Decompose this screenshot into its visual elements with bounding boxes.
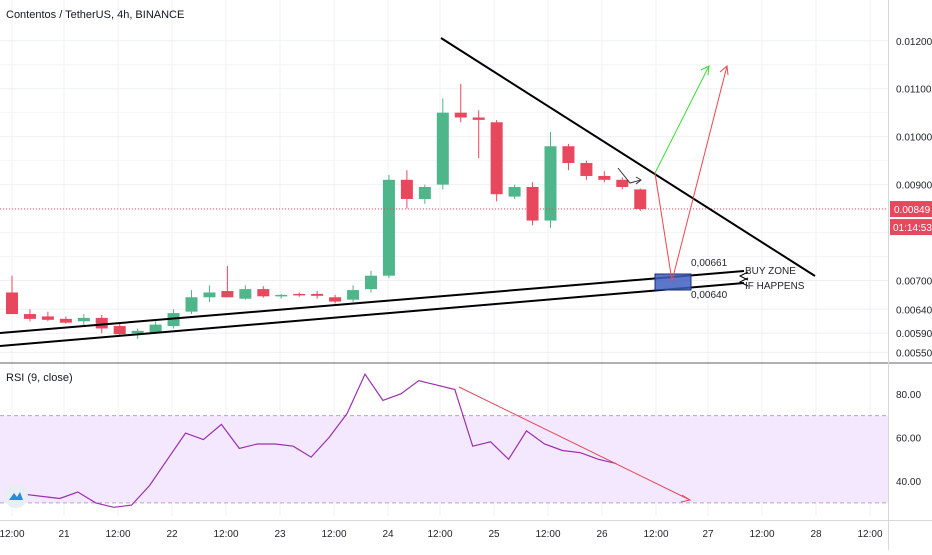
candle-body (113, 326, 126, 335)
rsi-tick-label: 80.00 (896, 390, 921, 401)
price-tick-label: 0.00700 (896, 276, 932, 287)
time-tick-label: 25 (488, 529, 500, 540)
price-tick-label: 0.01200 (896, 37, 932, 48)
candle-body (131, 330, 144, 334)
buy-zone-rect (654, 273, 692, 291)
rsi-line (5, 372, 617, 508)
time-tick-label: 12:00 (321, 529, 346, 540)
candle-body (472, 117, 485, 120)
candle-body (508, 187, 521, 197)
time-tick-label: 12:00 (749, 529, 774, 540)
candle-body (580, 163, 593, 176)
candle-body (239, 289, 252, 299)
candle-body (149, 324, 162, 333)
candle-body (490, 122, 503, 195)
candle-body (562, 146, 575, 164)
candle-body (598, 175, 611, 180)
candle-body (41, 316, 54, 320)
drawing-layer: 0,00661 0,00640 BUY ZONE IF HAPPENS (0, 37, 888, 347)
time-tick-label: 12:00 (427, 529, 452, 540)
candle-body (23, 314, 36, 319)
time-tick-label: 12:00 (0, 529, 25, 540)
projection-arrow-red (654, 65, 728, 282)
axis-layer: 0.01200 0.01100 0.01000 0.00900 0.00700 0.006… (0, 37, 932, 540)
arrow-head-red (719, 65, 729, 76)
resistance-line (440, 37, 816, 277)
price-tick-label: 0.00640 (896, 305, 932, 316)
rsi-arrow-head (680, 494, 692, 503)
time-tick-label: 12:00 (857, 529, 882, 540)
countdown-tag (890, 219, 932, 236)
tradingview-logo-icon[interactable] (4, 484, 28, 508)
rsi-band (0, 415, 888, 503)
countdown-label: 01:14:53 (893, 223, 932, 234)
candle-body (59, 318, 72, 323)
candle-body (275, 294, 288, 297)
candle-body (329, 297, 342, 302)
candle-body (167, 313, 180, 327)
candle-body (185, 297, 198, 312)
current-price-tag (890, 201, 932, 218)
projection-arrow-green (654, 65, 710, 174)
rsi-trend-arrow (458, 386, 691, 501)
candle-body (257, 289, 270, 297)
rsi-tick-label: 40.00 (896, 477, 921, 488)
price-tick-label: 0.00900 (896, 181, 932, 192)
small-black-arrow (617, 167, 642, 184)
candle-body (436, 112, 449, 185)
candle-body (382, 179, 395, 276)
candle-body (544, 146, 557, 221)
price-tick-label: 0.01100 (896, 85, 932, 96)
level-upper-label: 0,00661 (691, 258, 728, 269)
candle-body (203, 292, 216, 298)
time-tick-label: 23 (274, 529, 286, 540)
support-line-upper (0, 270, 745, 334)
small-arrow-head (635, 176, 642, 185)
time-tick-label: 24 (382, 529, 394, 540)
candle-body (95, 317, 108, 329)
time-tick-label: 12:00 (213, 529, 238, 540)
candle-body (311, 293, 324, 296)
support-line-lower (0, 282, 745, 347)
time-tick-label: 22 (166, 529, 178, 540)
candle-body (221, 291, 234, 298)
time-tick-label: 21 (58, 529, 70, 540)
price-tick-label: 0.00550 (896, 348, 932, 359)
candle-body (526, 187, 539, 221)
candle-body (293, 293, 306, 296)
rsi-title: RSI (9, close) (6, 372, 73, 384)
candle-body (634, 189, 647, 210)
candle-body (400, 179, 413, 199)
time-tick-label: 12:00 (643, 529, 668, 540)
candle-body (6, 292, 18, 315)
candle-body (454, 112, 467, 118)
level-lower-label: 0,00640 (691, 290, 728, 301)
time-tick-label: 27 (702, 529, 714, 540)
zone-arrow-upper (738, 271, 749, 281)
buy-zone-label: BUY ZONE (745, 266, 796, 277)
current-price-label: 0.00849 (894, 205, 931, 216)
rsi-layer (5, 372, 692, 508)
candle-body (616, 179, 629, 187)
zone-arrow-lower (738, 277, 749, 287)
time-tick-label: 28 (810, 529, 822, 540)
time-tick-label: 12:00 (535, 529, 560, 540)
candle-layer (6, 83, 647, 339)
candle-body (347, 290, 360, 300)
candle-body (418, 187, 431, 199)
time-tick-label: 12:00 (105, 529, 130, 540)
arrow-head-green (700, 65, 710, 76)
candle-body (365, 275, 377, 290)
symbol-title: Contentos / TetherUS, 4h, BINANCE (6, 9, 185, 21)
rsi-tick-label: 60.00 (896, 433, 921, 444)
price-tick-label: 0.01000 (896, 133, 932, 144)
price-tick-label: 0.00590 (896, 329, 932, 340)
buy-zone-label-2: IF HAPPENS (745, 281, 805, 292)
rsi-band-layer (0, 415, 888, 504)
time-tick-label: 26 (596, 529, 608, 540)
candle-body (77, 317, 90, 322)
